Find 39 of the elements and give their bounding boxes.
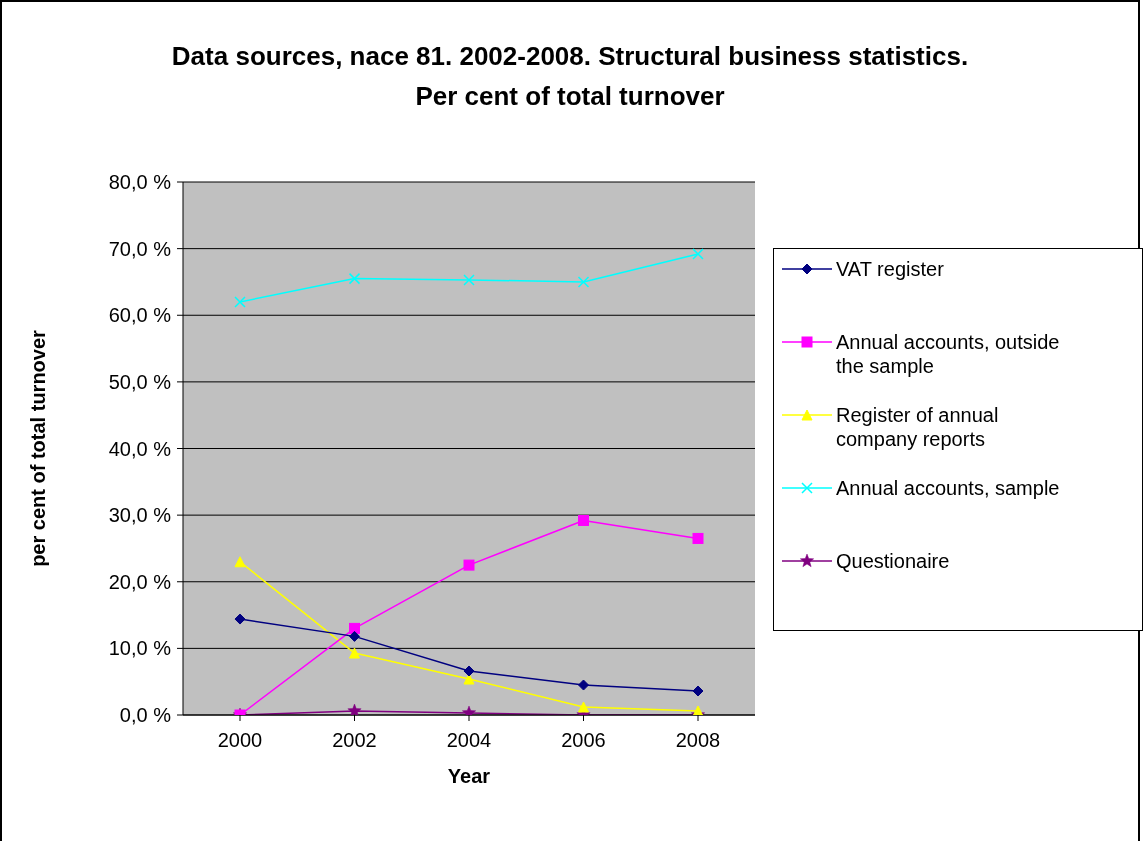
legend-label: Annual accounts, sample [836, 476, 1061, 500]
x-axis-title: Year [447, 765, 491, 787]
point [349, 647, 360, 659]
x-tick-label: 2004 [446, 729, 492, 752]
point [578, 701, 589, 713]
legend-label: Register of annual company reports [836, 403, 1000, 451]
y-tick-label: 80,0 % [108, 171, 172, 194]
point [348, 272, 361, 285]
y-tick-label: 10,0 % [108, 637, 172, 660]
point [578, 514, 589, 526]
y-tick-label: 40,0 % [108, 437, 172, 460]
x-tick-label: 2000 [217, 729, 263, 752]
y-tick-label: 50,0 % [108, 370, 172, 393]
point [577, 276, 590, 288]
x-tick-label: 2006 [561, 729, 606, 752]
point [692, 532, 704, 544]
chart-title: Data sources, nace 81. 2002-2008. Structural business statistics. Per cent of total turnover [170, 40, 970, 113]
legend-label: Questionaire [836, 549, 951, 573]
y-tick-label: 20,0 % [108, 570, 172, 593]
y-tick-label: 60,0 % [108, 304, 172, 327]
legend-label: VAT register [836, 257, 945, 281]
point [463, 274, 475, 286]
legend-label: Annual accounts, outside the sample [836, 330, 1061, 378]
y-tick-label: 0,0 % [119, 704, 172, 727]
x-tick-label: 2002 [332, 729, 377, 752]
x-tick-label: 2008 [675, 729, 721, 752]
y-tick-label: 30,0 % [108, 504, 172, 527]
y-axis-title: per cent of total turnover [27, 329, 50, 567]
point [349, 630, 360, 642]
point [234, 296, 246, 308]
point [234, 556, 246, 568]
point [463, 559, 475, 571]
point [463, 665, 475, 677]
point [578, 679, 589, 691]
point [234, 613, 246, 625]
point [692, 248, 704, 260]
y-tick-label: 70,0 % [108, 237, 172, 260]
point [347, 703, 362, 715]
point [692, 685, 704, 697]
